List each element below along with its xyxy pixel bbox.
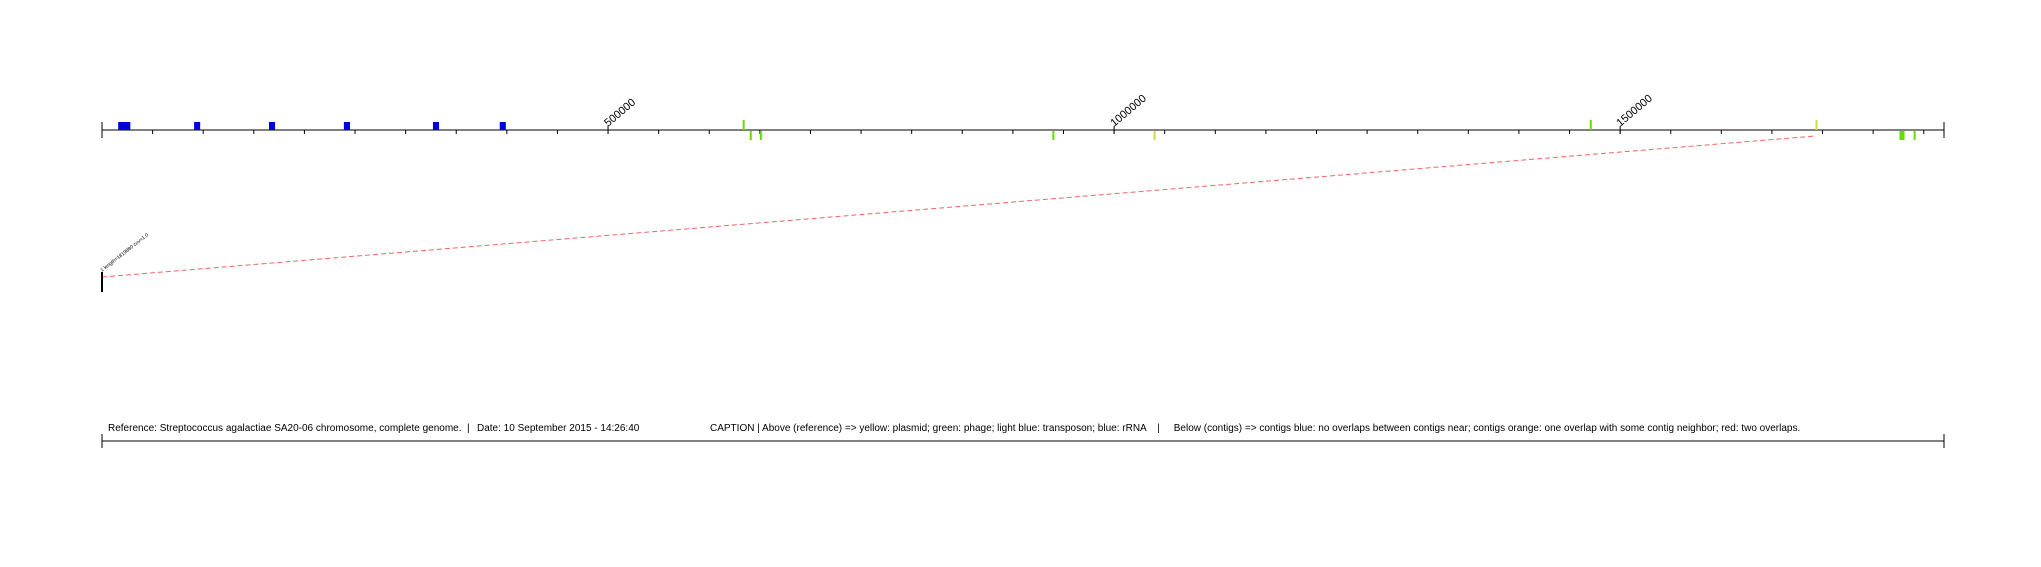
phage-feature xyxy=(759,131,762,140)
rRNA-feature xyxy=(268,122,276,130)
footer: Reference: Streptococcus agalactiae SA20… xyxy=(101,423,1945,448)
phage-feature xyxy=(1589,120,1592,130)
contig-label: 1 length=1819880 cov=1.0 xyxy=(100,232,151,273)
reference-name: Reference: Streptococcus agalactiae SA20… xyxy=(108,423,462,434)
axis-ticks: 500000 1000000 1500000 xyxy=(152,93,1925,134)
rRNA-feature xyxy=(343,122,350,130)
phage-feature xyxy=(1899,131,1905,140)
reference-axis xyxy=(101,122,1945,138)
phage-feature xyxy=(1913,131,1916,140)
phage-feature xyxy=(742,120,745,130)
phage-feature xyxy=(1052,131,1055,140)
rRNA-feature xyxy=(194,122,201,130)
caption-text: CAPTION | Above (reference) => yellow: p… xyxy=(710,423,1800,434)
reference-features xyxy=(118,120,1916,140)
axis-tick-label: 1500000 xyxy=(1614,93,1655,130)
contig-mapping: 1 length=1819880 cov=1.0 xyxy=(100,135,1816,292)
axis-tick-label: 1000000 xyxy=(1108,93,1149,130)
footer-separator: | xyxy=(467,423,470,434)
plasmid-feature xyxy=(1153,131,1156,140)
axis-tick-label: 500000 xyxy=(602,97,638,130)
phage-feature xyxy=(749,131,752,140)
rRNA-feature xyxy=(118,122,131,130)
contig-mapping-line xyxy=(101,135,1816,278)
rRNA-feature xyxy=(432,122,440,130)
rRNA-feature xyxy=(499,122,506,130)
date-text: Date: 10 September 2015 - 14:26:40 xyxy=(477,423,640,434)
plasmid-feature xyxy=(1815,120,1818,130)
